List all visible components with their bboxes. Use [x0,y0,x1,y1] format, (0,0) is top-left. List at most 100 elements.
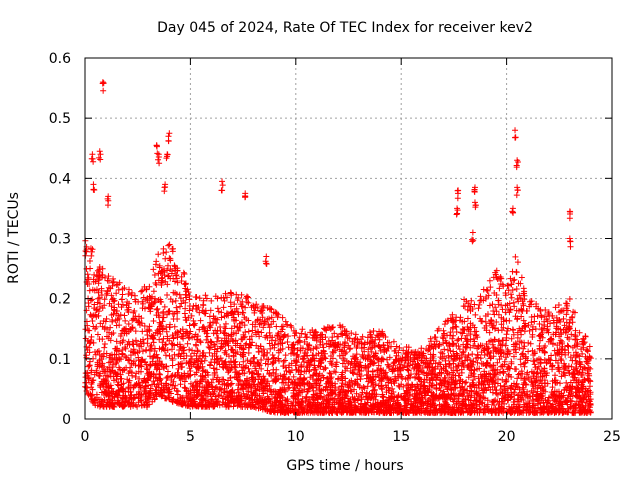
data-point [456,380,463,387]
data-point [358,391,365,398]
data-point [207,362,214,369]
data-point [299,326,306,333]
data-point [153,306,160,313]
data-point [279,314,286,321]
data-point [433,338,440,345]
data-point [489,389,496,396]
data-point [125,291,132,298]
data-point [493,308,500,315]
data-point [531,318,538,325]
data-point [441,321,448,328]
data-point [141,305,148,312]
data-point [395,349,402,356]
data-point [206,323,213,330]
data-point [266,371,273,378]
data-point [561,360,568,367]
data-point [154,365,161,372]
data-point [245,349,252,356]
data-point [154,305,161,312]
data-point [447,329,454,336]
data-point [283,397,290,404]
data-point [267,345,274,352]
data-point [135,362,142,369]
data-point [222,325,229,332]
data-point [94,331,101,338]
data-point [354,371,361,378]
data-point [394,365,401,372]
data-point [373,355,380,362]
data-point [520,317,527,324]
data-point [217,355,224,362]
data-point [516,292,523,299]
data-point [499,306,506,313]
data-point [528,314,535,321]
data-point [174,279,181,286]
data-point [546,394,553,401]
data-point [96,336,103,343]
data-point [441,374,448,381]
data-point [95,276,102,283]
data-point [165,308,172,315]
data-point [136,375,143,382]
data-point [366,353,373,360]
data-point [455,363,462,370]
data-point [495,301,502,308]
data-point [170,289,177,296]
data-point [353,351,360,358]
data-point [255,349,262,356]
data-point [215,308,222,315]
data-point [489,301,496,308]
data-point [173,304,180,311]
data-point [290,342,297,349]
data-point [163,374,170,381]
data-point [170,275,177,282]
data-point [376,343,383,350]
data-point [310,345,317,352]
data-point [107,324,114,331]
data-point [151,271,158,278]
data-point [361,348,368,355]
data-point [203,295,210,302]
data-point [160,308,167,315]
data-point [520,360,527,367]
data-point [568,331,575,338]
data-point [264,367,271,374]
data-point [157,331,164,338]
data-point [303,363,310,370]
data-point [227,299,234,306]
data-point [464,306,471,313]
data-point [150,288,157,295]
data-point [139,328,146,335]
data-point [89,296,96,303]
data-point [266,329,273,336]
data-point [566,296,573,303]
data-point [457,314,464,321]
data-point [551,372,558,379]
data-point [508,360,515,367]
data-point [165,242,172,249]
data-point [337,324,344,331]
data-point [486,329,493,336]
data-point [101,302,108,309]
data-point [493,291,500,298]
data-point [158,322,165,329]
data-point [339,360,346,367]
data-point [441,346,448,353]
data-points [82,79,594,416]
data-point [505,373,512,380]
data-point [358,367,365,374]
data-point [463,379,470,386]
data-point [170,335,177,342]
data-point [202,292,209,299]
data-point [138,288,145,295]
data-point [113,307,120,314]
data-point [113,338,120,345]
data-point [494,359,501,366]
data-point [475,305,482,312]
data-point [276,335,283,342]
data-point [86,258,93,265]
data-point [150,266,157,273]
data-point [245,317,252,324]
data-point [169,362,176,369]
data-point [174,310,181,317]
